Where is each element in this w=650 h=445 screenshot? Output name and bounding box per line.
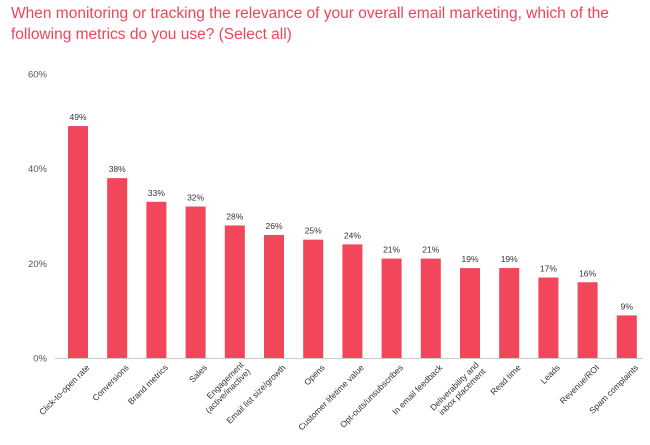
bar xyxy=(303,239,324,358)
bar xyxy=(381,258,402,358)
bar xyxy=(538,277,559,358)
y-tick-label: 40% xyxy=(28,164,48,175)
bar xyxy=(499,268,520,358)
y-tick-label: 20% xyxy=(28,259,48,270)
data-label: 19% xyxy=(461,254,478,264)
category-label: Click-to-open rate xyxy=(37,362,92,417)
data-label: 19% xyxy=(501,254,518,264)
bar xyxy=(146,201,167,358)
data-label: 24% xyxy=(344,230,361,240)
category-label: Leads xyxy=(538,362,561,385)
data-label: 25% xyxy=(305,226,322,236)
data-label: 33% xyxy=(148,188,165,198)
category-label: Read time xyxy=(488,362,523,397)
data-label: 38% xyxy=(109,164,126,174)
y-tick-label: 0% xyxy=(33,354,47,365)
data-label: 16% xyxy=(579,268,596,278)
bar xyxy=(616,315,637,358)
bar xyxy=(185,206,206,358)
category-label: Customer lifetime value xyxy=(296,362,366,432)
bar xyxy=(460,268,480,358)
category-label: Sales xyxy=(187,362,209,384)
bar xyxy=(342,244,363,358)
data-label: 21% xyxy=(422,245,439,255)
data-label: 49% xyxy=(69,112,86,122)
bar xyxy=(68,126,88,358)
data-label: 21% xyxy=(383,245,400,255)
bar xyxy=(224,225,245,358)
chart-title: When monitoring or tracking the relevanc… xyxy=(11,5,609,43)
category-label: Conversions xyxy=(90,362,130,402)
data-label: 26% xyxy=(265,221,282,231)
bar xyxy=(577,282,598,358)
data-label: 17% xyxy=(540,264,557,274)
category-label: Revenue/ROI xyxy=(558,362,601,405)
data-label: 32% xyxy=(187,193,204,203)
bar xyxy=(420,258,441,358)
data-label: 28% xyxy=(226,211,243,221)
bar xyxy=(107,178,128,358)
bar xyxy=(264,234,284,358)
y-tick-label: 60% xyxy=(28,70,48,81)
category-label: Opens xyxy=(302,362,327,387)
category-label: Brand metrics xyxy=(126,362,170,406)
data-label: 9% xyxy=(621,301,634,311)
